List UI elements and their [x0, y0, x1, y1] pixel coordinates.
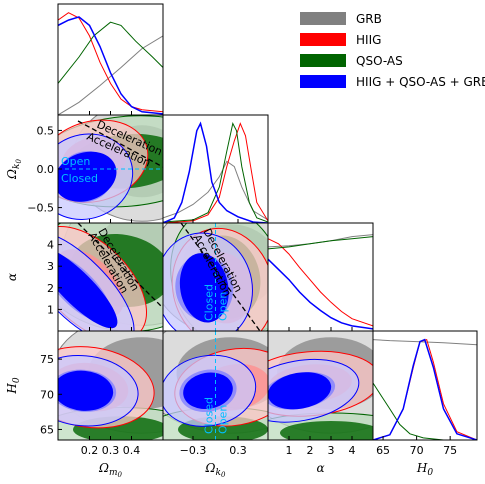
y-tick-label-Ok: −0.5	[27, 202, 54, 215]
legend-swatch-GRB	[300, 12, 346, 25]
panel-frame-3-3	[372, 330, 478, 441]
x-axis-label-H0: H0	[416, 461, 433, 478]
panel-Om-vs-Om	[57, 3, 164, 116]
tick-labels: 0.2 0.3 0.4 −0.3 0.3 1 2 3 4 65 70 75−0.50.00.51234…	[27, 124, 457, 457]
closed-label: Closed	[61, 172, 98, 185]
panel-frame-2-2	[267, 222, 374, 332]
marginal-H0-QSO-AS	[373, 382, 477, 440]
x-tick-label-Om: 0.4	[123, 444, 141, 457]
contour-core-HIIG + QSO-AS + GRB	[58, 247, 118, 329]
y-axis-label-alpha: α	[5, 273, 19, 281]
axis-labels: Ωm0 Ωk0 α H0 Ωk0 α H0	[5, 159, 433, 479]
x-tick-label-H0: 70	[410, 444, 424, 457]
x-tick-label-alpha: 3	[328, 444, 335, 457]
x-tick-label-H0: 65	[376, 444, 390, 457]
x-tick-label-Ok: 0.3	[229, 444, 247, 457]
x-axis-label-Ok: Ωk0	[205, 461, 226, 479]
panel-H0-vs-Ok: Closed Open	[162, 330, 269, 441]
panel-alpha-vs-alpha	[267, 222, 374, 332]
x-tick-label-alpha: 1	[286, 444, 293, 457]
legend-label-HIIG: HIIG	[356, 33, 381, 47]
marginal-Ok-QSO-AS	[163, 122, 268, 223]
marginal-Om-HIIG	[58, 12, 163, 113]
y-tick-label-H0: 75	[40, 353, 54, 366]
panel-Ok-vs-Ok	[162, 114, 269, 224]
marginal-H0-HIIG + QSO-AS + GRB	[373, 338, 477, 440]
contour-core-HIIG + QSO-AS + GRB	[268, 372, 332, 410]
x-tick-label-H0: 75	[443, 444, 457, 457]
y-tick-label-Ok: 0.5	[37, 124, 55, 137]
contour-inner-QSO-AS	[280, 420, 373, 440]
marginal-alpha-HIIG	[268, 238, 373, 327]
marginal-Ok-HIIG	[163, 122, 268, 223]
y-tick-label-Ok: 0.0	[37, 163, 55, 176]
legend-swatch-QSO-AS	[300, 54, 346, 67]
panels: DecelerationAccelerationOpenClosedDecele…	[57, 3, 478, 441]
panel-H0-vs-alpha	[267, 330, 374, 441]
contour-core-HIIG + QSO-AS + GRB	[58, 370, 114, 411]
marginal-Om-GRB	[58, 35, 163, 115]
decel-accel-line	[77, 120, 163, 168]
open-label: Open	[217, 292, 230, 321]
legend-swatch-HIIG + QSO-AS + GRB	[300, 75, 346, 88]
y-tick-label-alpha: 4	[47, 239, 54, 252]
contour-core-HIIG + QSO-AS + GRB	[58, 151, 117, 202]
y-tick-label-H0: 70	[40, 388, 54, 401]
decel-accel-line	[180, 223, 261, 331]
y-axis-label-H0: H0	[5, 377, 22, 394]
panel-frame-1-1	[162, 114, 269, 224]
marginal-H0-GRB	[373, 339, 477, 346]
marginal-alpha-QSO-AS	[268, 236, 373, 250]
x-tick-label-alpha: 4	[349, 444, 356, 457]
x-axis-label-alpha: α	[316, 461, 324, 475]
marginal-Om-HIIG + QSO-AS + GRB	[58, 16, 163, 115]
marginal-Om-QSO-AS	[58, 21, 163, 84]
legend-label-QSO-AS: QSO-AS	[356, 54, 403, 68]
marginal-H0-HIIG	[373, 338, 477, 440]
legend-label-GRB: GRB	[356, 12, 382, 26]
panel-H0-vs-H0	[372, 330, 478, 441]
marginal-alpha-GRB	[268, 234, 373, 248]
closed-label: Closed	[203, 397, 216, 434]
x-tick-label-alpha: 2	[307, 444, 314, 457]
panel-H0-vs-Om	[57, 330, 164, 441]
y-tick-label-alpha: 2	[47, 282, 54, 295]
legend-label-HIIG + QSO-AS + GRB: HIIG + QSO-AS + GRB	[356, 75, 485, 89]
y-tick-label-H0: 65	[40, 423, 54, 436]
legend: GRB HIIG QSO-AS HIIG + QSO-AS + GRB	[300, 12, 485, 89]
legend-swatch-HIIG	[300, 33, 346, 46]
open-label: Open	[61, 155, 90, 168]
panel-frame-0-0	[57, 3, 164, 116]
x-axis-label-Om: Ωm0	[98, 461, 123, 479]
y-tick-label-alpha: 1	[47, 303, 54, 316]
y-tick-label-alpha: 3	[47, 260, 54, 273]
closed-label: Closed	[203, 284, 216, 321]
x-tick-label-Om: 0.3	[102, 444, 120, 457]
x-tick-label-Om: 0.2	[81, 444, 99, 457]
contour-core-HIIG + QSO-AS + GRB	[183, 372, 233, 410]
marginal-Ok-HIIG + QSO-AS + GRB	[163, 121, 268, 223]
marginal-alpha-HIIG + QSO-AS + GRB	[268, 258, 373, 330]
open-label: Open	[217, 405, 230, 434]
decel-accel-line	[77, 223, 163, 309]
y-axis-label-Ok: Ωk0	[5, 159, 23, 180]
x-tick-label-Ok: −0.3	[180, 444, 207, 457]
